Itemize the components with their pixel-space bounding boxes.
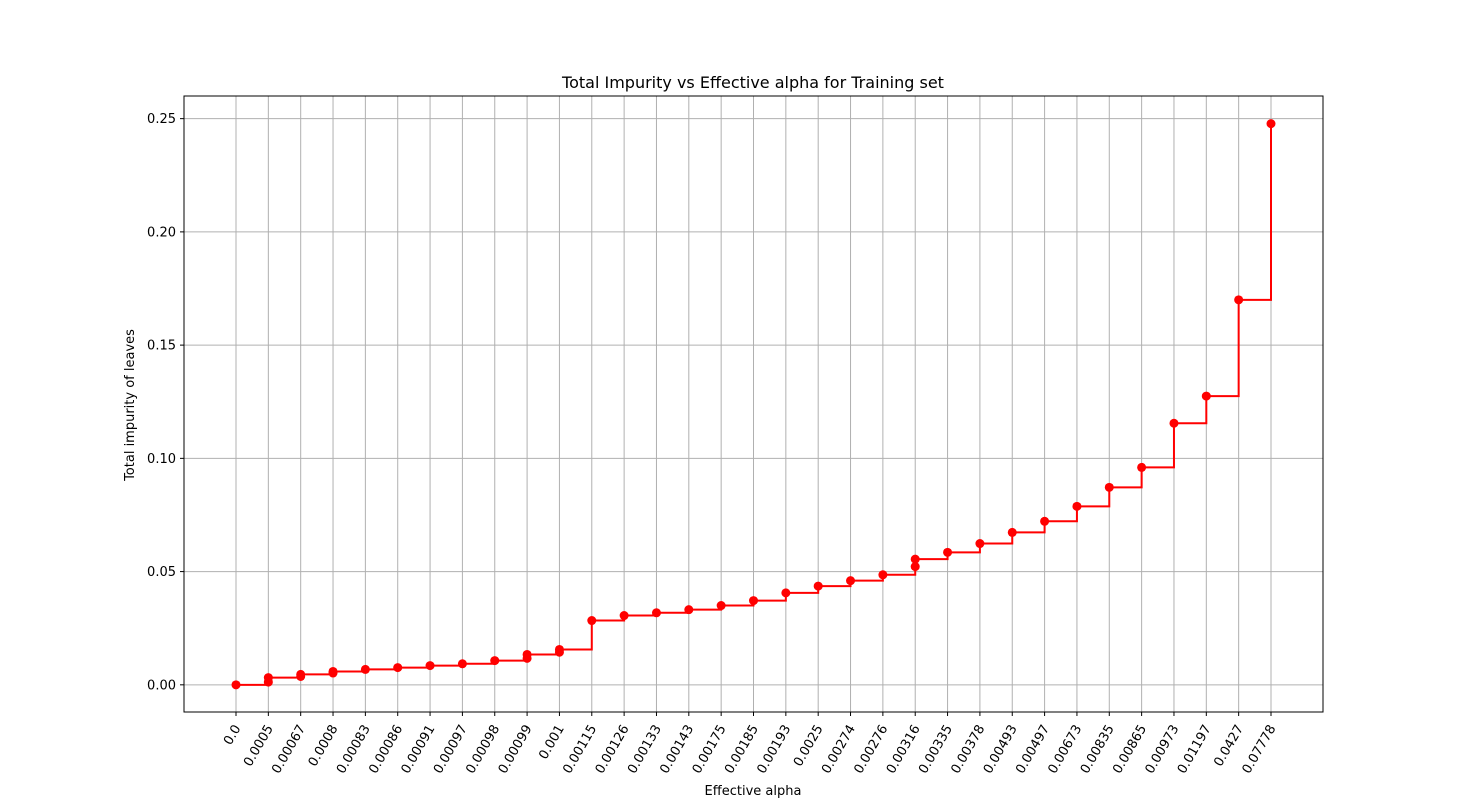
data-point-marker (813, 581, 823, 591)
data-point-marker (425, 661, 435, 671)
y-tick-label: 0.20 (147, 225, 176, 240)
data-point-marker (231, 680, 241, 690)
data-point-marker (1072, 501, 1082, 511)
data-point-marker (1040, 516, 1050, 526)
data-point-marker (554, 644, 564, 654)
data-point-marker (651, 608, 661, 618)
data-point-marker (781, 588, 791, 598)
y-axis-label: Total impurity of leaves (123, 329, 138, 482)
data-point-marker (1104, 482, 1114, 492)
data-point-marker (878, 570, 888, 580)
data-point-marker (910, 554, 920, 564)
y-tick-label: 0.10 (147, 452, 176, 467)
y-tick-label: 0.25 (147, 112, 176, 127)
data-point-marker (943, 547, 953, 557)
data-point-marker (457, 659, 467, 669)
y-tick-label: 0.00 (147, 678, 176, 693)
data-point-marker (1266, 119, 1276, 129)
data-point-marker (684, 605, 694, 615)
data-point-marker (846, 576, 856, 586)
data-point-marker (749, 596, 758, 606)
data-point-marker (1137, 462, 1147, 472)
data-point-marker (1201, 391, 1211, 401)
data-point-marker (393, 663, 403, 673)
data-point-marker (587, 616, 597, 626)
data-markers (231, 119, 1276, 690)
data-point-marker (360, 664, 370, 674)
data-point-marker (328, 666, 338, 676)
data-point-marker (522, 649, 532, 659)
data-point-marker (1169, 418, 1179, 428)
data-point-marker (619, 611, 629, 621)
data-point-marker (975, 539, 985, 549)
y-tick-label: 0.15 (147, 339, 176, 354)
data-point-marker (1234, 295, 1244, 305)
chart-title: Total Impurity vs Effective alpha for Tr… (561, 73, 944, 92)
data-point-marker (716, 601, 726, 611)
data-point-marker (296, 669, 306, 679)
data-point-marker (910, 562, 920, 572)
y-axis-ticks: 0.00 0.05 0.10 0.15 0.20 0.25 (147, 112, 184, 693)
data-point-marker (490, 656, 500, 666)
x-axis-label: Effective alpha (705, 784, 802, 799)
y-tick-label: 0.05 (147, 565, 176, 580)
data-point-marker (1007, 527, 1017, 537)
data-point-marker (263, 673, 273, 683)
